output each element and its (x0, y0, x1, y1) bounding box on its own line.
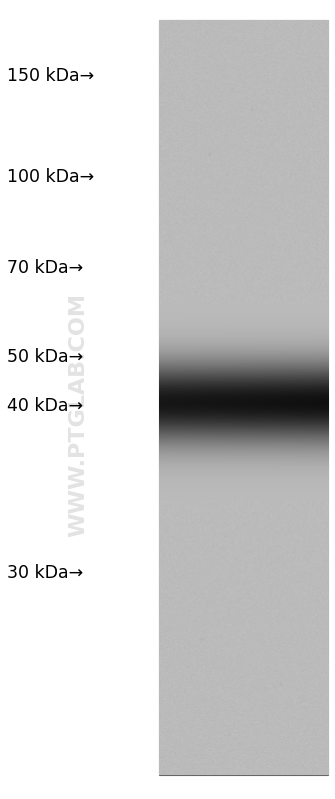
Text: 50 kDa→: 50 kDa→ (7, 348, 83, 366)
Text: 100 kDa→: 100 kDa→ (7, 169, 94, 186)
Text: 40 kDa→: 40 kDa→ (7, 397, 83, 415)
Text: 70 kDa→: 70 kDa→ (7, 259, 83, 276)
Text: WWW.PTGLAB.COM: WWW.PTGLAB.COM (69, 293, 89, 538)
Bar (159, 20, 328, 775)
Text: 150 kDa→: 150 kDa→ (7, 67, 94, 85)
Text: 30 kDa→: 30 kDa→ (7, 564, 83, 582)
